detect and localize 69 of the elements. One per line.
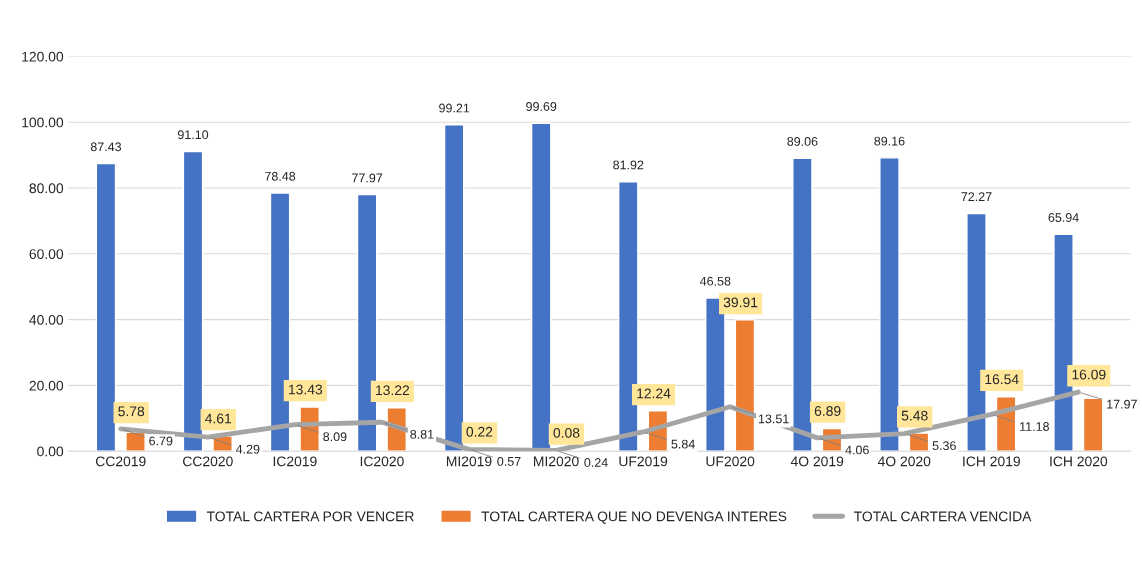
data-label: 12.24 bbox=[637, 388, 671, 399]
data-label: 78.48 bbox=[265, 171, 296, 181]
data-label: 5.48 bbox=[901, 410, 928, 421]
x-tick-label: IC2020 bbox=[360, 456, 404, 467]
data-label: 99.69 bbox=[526, 102, 557, 111]
data-label: 72.27 bbox=[961, 192, 992, 201]
data-label: 0.24 bbox=[584, 458, 608, 467]
data-label: 89.06 bbox=[787, 137, 818, 146]
bar bbox=[618, 180, 639, 452]
data-label: 4.29 bbox=[235, 444, 260, 454]
data-label: 5.84 bbox=[671, 439, 695, 449]
x-tick-label: UF2020 bbox=[706, 456, 755, 467]
data-label: 65.94 bbox=[1048, 213, 1079, 222]
x-tick-label: ICH 2019 bbox=[963, 456, 1020, 467]
y-tick-label: 20.00 bbox=[29, 380, 64, 391]
data-label: 6.89 bbox=[814, 406, 841, 416]
y-tick-label: 0.00 bbox=[37, 446, 64, 457]
x-tick-label: ICH 2020 bbox=[1050, 456, 1108, 467]
data-label: 16.09 bbox=[1072, 369, 1106, 380]
legend-label: TOTAL CARTERA QUE NO DEVENGA INTERES bbox=[481, 511, 787, 524]
data-label: 39.91 bbox=[723, 297, 758, 308]
y-tick-label: 80.00 bbox=[29, 183, 64, 194]
data-label: 0.08 bbox=[553, 427, 580, 438]
data-label: 17.97 bbox=[1107, 399, 1137, 409]
bar bbox=[269, 192, 291, 452]
data-label: 8.09 bbox=[323, 432, 347, 442]
data-label: 0.57 bbox=[497, 456, 521, 466]
data-label: 13.22 bbox=[376, 385, 410, 396]
bar bbox=[1082, 397, 1104, 452]
bar bbox=[966, 212, 987, 452]
bar bbox=[95, 162, 117, 452]
data-label: 77.97 bbox=[352, 173, 383, 183]
data-label: 5.36 bbox=[932, 441, 956, 451]
data-label: 46.58 bbox=[699, 276, 731, 286]
bar bbox=[443, 124, 465, 452]
bar bbox=[705, 297, 726, 452]
y-tick-label: 60.00 bbox=[29, 249, 64, 259]
bar bbox=[182, 150, 204, 452]
legend-label: TOTAL CARTERA POR VENCER bbox=[206, 511, 414, 522]
data-label: 81.92 bbox=[613, 160, 644, 170]
data-label: 99.21 bbox=[439, 103, 470, 113]
y-tick-label: 120.00 bbox=[22, 51, 64, 62]
x-tick-label: MI2020 bbox=[534, 456, 579, 467]
data-label: 4.06 bbox=[845, 445, 869, 455]
data-label: 87.43 bbox=[90, 142, 122, 152]
data-label: 0.22 bbox=[466, 426, 493, 437]
x-tick-label: 4O 2020 bbox=[877, 456, 931, 467]
y-tick-label: 100.00 bbox=[22, 117, 64, 128]
data-label: 6.79 bbox=[149, 436, 173, 446]
bar bbox=[1053, 233, 1074, 452]
data-label: 91.10 bbox=[177, 130, 209, 140]
x-tick-label: UF2019 bbox=[619, 456, 668, 467]
legend-label: TOTAL CARTERA VENCIDA bbox=[853, 511, 1032, 522]
bar bbox=[879, 157, 900, 452]
data-label: 8.81 bbox=[410, 429, 434, 439]
data-label: 11.18 bbox=[1020, 422, 1049, 431]
x-tick-label: MI2019 bbox=[446, 456, 492, 467]
data-label: 5.78 bbox=[118, 406, 145, 417]
bar bbox=[356, 193, 378, 452]
data-label: 13.43 bbox=[288, 384, 323, 395]
x-tick-label: CC2019 bbox=[95, 456, 146, 467]
data-label: 4.61 bbox=[205, 413, 232, 424]
data-label: 16.54 bbox=[985, 374, 1019, 385]
data-label: 13.51 bbox=[758, 414, 789, 424]
data-label: 89.16 bbox=[874, 136, 905, 146]
x-tick-label: IC2019 bbox=[273, 456, 317, 467]
x-tick-label: CC2020 bbox=[183, 456, 233, 467]
x-tick-label: 4O 2019 bbox=[790, 456, 844, 467]
y-tick-label: 40.00 bbox=[29, 314, 64, 325]
